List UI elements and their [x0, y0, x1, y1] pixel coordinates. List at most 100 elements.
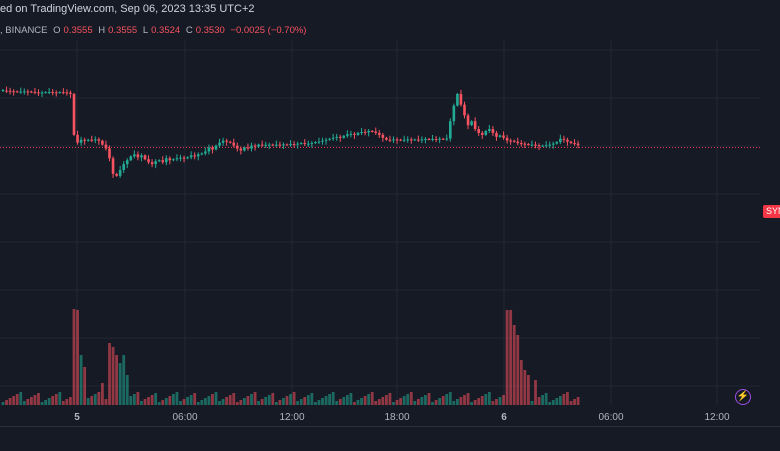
volume-bar	[392, 402, 395, 405]
close-label: C	[185, 25, 193, 36]
candle-body	[40, 92, 44, 94]
candle-body	[30, 91, 33, 93]
candle-body	[413, 139, 417, 141]
candle-body	[495, 132, 498, 137]
volume-bar	[441, 396, 445, 405]
volume-bar	[90, 396, 94, 405]
volume-bar	[491, 401, 495, 405]
candle-body	[307, 143, 310, 145]
volume-bar	[402, 396, 406, 405]
volume-bar	[26, 399, 30, 405]
candle-body	[292, 144, 296, 146]
candle-body	[285, 144, 289, 146]
last-price-tag[interactable]: SYN	[763, 205, 780, 218]
candle-body	[473, 121, 477, 130]
candle-body	[8, 90, 12, 92]
candle-body	[76, 134, 79, 143]
candle-body	[409, 139, 413, 141]
candle-body	[431, 138, 434, 140]
volume-bar	[147, 397, 150, 405]
volume-bar	[51, 396, 55, 405]
volume-bar	[104, 399, 108, 405]
volume-bar	[232, 393, 236, 405]
volume-bar	[225, 397, 229, 405]
volume-bar	[463, 395, 466, 405]
volume-bar	[267, 395, 271, 405]
candle-body	[484, 130, 488, 135]
volume-bar	[498, 397, 502, 405]
candle-body	[488, 129, 491, 131]
volume-bar	[544, 393, 548, 405]
candle-body	[257, 144, 260, 147]
volume-bar	[555, 398, 559, 405]
candle-body	[161, 160, 165, 163]
candle-body	[218, 142, 221, 146]
volume-bar	[534, 380, 537, 405]
volume-bar	[356, 400, 360, 405]
volume-bar	[388, 393, 392, 405]
candle-body	[37, 92, 40, 94]
candle-body	[182, 157, 186, 159]
low-value: 0.3524	[151, 25, 181, 36]
time-axis-band	[0, 426, 780, 451]
volume-bar	[182, 399, 186, 405]
volume-bar	[413, 401, 417, 405]
candle-body	[505, 137, 509, 141]
volume-bar	[132, 394, 136, 405]
volume-bar	[306, 395, 310, 405]
volume-bar	[122, 355, 126, 405]
volume-bar	[111, 347, 115, 405]
volume-bar	[292, 392, 296, 405]
volume-bar	[541, 395, 544, 405]
volume-bar	[558, 396, 562, 405]
candle-body	[5, 90, 8, 92]
volume-bar	[278, 400, 282, 405]
volume-bar	[310, 393, 314, 405]
candle-body	[353, 133, 356, 135]
volume-bar	[381, 397, 385, 405]
volume-bar	[370, 392, 374, 405]
volume-bar	[211, 394, 214, 405]
candle-body	[157, 160, 161, 162]
volume-bar	[452, 401, 456, 405]
volume-bar	[125, 375, 129, 405]
x-tick-label: 5	[74, 412, 80, 423]
candle-body	[246, 147, 250, 149]
candle-body	[470, 121, 473, 126]
volume-bar	[466, 393, 470, 405]
volume-bar	[484, 394, 488, 405]
volume-bar	[250, 394, 253, 405]
candle-body	[378, 132, 381, 135]
candle-body	[569, 141, 573, 144]
volume-bar	[353, 402, 356, 405]
volume-bar	[172, 394, 175, 405]
volume-bar	[502, 395, 505, 405]
x-tick-label: 12:00	[279, 412, 304, 423]
candle-body	[264, 144, 267, 146]
volume-bar	[314, 402, 317, 405]
candle-body	[381, 134, 385, 138]
candle-body	[399, 139, 402, 141]
volume-bar	[264, 397, 268, 405]
volume-bar	[161, 400, 165, 405]
volume-bar	[140, 401, 143, 405]
candle-body	[346, 134, 349, 136]
volume-bar	[573, 399, 576, 405]
volume-bar	[367, 394, 371, 405]
candle-body	[370, 130, 374, 132]
chart-grid	[0, 40, 760, 405]
candle-body	[388, 139, 392, 141]
low-label: L	[142, 25, 149, 36]
candle-body	[449, 121, 452, 139]
candle-body	[236, 145, 239, 149]
candle-body	[363, 131, 367, 133]
candle-body	[559, 138, 562, 143]
lightning-bolt-icon[interactable]: ⚡	[735, 389, 751, 405]
candle-body	[331, 137, 335, 139]
candle-body	[221, 140, 225, 143]
volume-bar	[33, 395, 37, 405]
volume-bar	[424, 395, 427, 405]
candle-body	[402, 139, 406, 141]
candle-body	[97, 139, 101, 141]
volume-bar	[61, 401, 65, 405]
